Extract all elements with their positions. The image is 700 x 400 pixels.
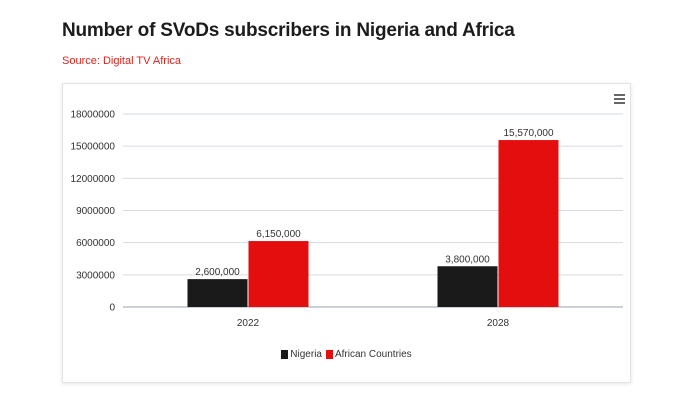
chart-card: 0 3000000 6000000 9000000 12000000 15000000 18… (62, 83, 631, 383)
bar-nigeria-2028[interactable] (437, 266, 498, 307)
legend-item-african-countries[interactable]: African Countries (325, 349, 412, 360)
legend-label-african-countries: African Countries (334, 349, 412, 360)
legend-swatch-african-countries (325, 350, 333, 359)
chart-legend: Nigeria African Countries (63, 349, 630, 360)
bar-african-countries-2022[interactable] (248, 241, 309, 307)
y-tick-label: 15000000 (71, 142, 116, 153)
hamburger-menu-icon[interactable] (614, 94, 625, 104)
x-tick-label: 2028 (487, 318, 510, 329)
y-tick-label: 9000000 (76, 206, 115, 217)
legend-item-nigeria[interactable]: Nigeria (281, 349, 322, 360)
bar-african-countries-2028[interactable] (498, 140, 559, 307)
data-label: 6,150,000 (256, 229, 301, 240)
y-tick-label: 12000000 (71, 174, 116, 185)
data-label: 2,600,000 (195, 267, 240, 278)
y-tick-label: 3000000 (76, 270, 115, 281)
page-title: Number of SVoDs subscribers in Nigeria a… (62, 20, 515, 41)
source-note: Source: Digital TV Africa (62, 55, 182, 67)
legend-swatch-nigeria (281, 350, 289, 359)
bar-chart: 0 3000000 6000000 9000000 12000000 15000000 18… (71, 110, 623, 329)
y-tick-label: 18000000 (71, 110, 116, 121)
legend-label-nigeria: Nigeria (290, 349, 322, 360)
bar-nigeria-2022[interactable] (187, 279, 248, 307)
x-tick-label: 2022 (237, 318, 260, 329)
y-tick-label: 6000000 (76, 238, 115, 249)
y-tick-label: 0 (109, 303, 115, 314)
data-label: 15,570,000 (503, 128, 553, 139)
data-label: 3,800,000 (445, 254, 490, 265)
